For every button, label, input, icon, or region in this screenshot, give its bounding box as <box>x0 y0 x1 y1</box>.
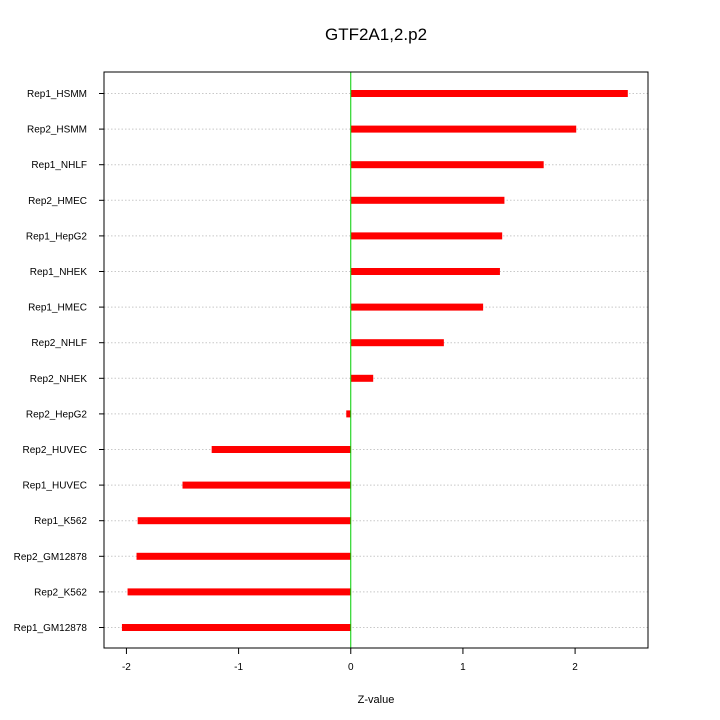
bar-rep2-nhek <box>350 374 374 382</box>
category-label: Rep1_K562 <box>34 516 87 527</box>
category-label: Rep2_HUVEC <box>23 445 87 456</box>
category-label: Rep2_NHEK <box>30 374 88 385</box>
category-label: Rep1_HepG2 <box>26 231 88 242</box>
bar-rep1-gm12878 <box>121 624 351 631</box>
bar-rep2-huvec <box>211 446 351 453</box>
bar-rep2-nhlf <box>350 339 444 347</box>
x-axis: -2 -1 0 1 2 <box>122 648 578 673</box>
category-label: Rep2_NHLF <box>31 338 87 349</box>
category-label: Rep2_HSMM <box>27 125 87 136</box>
category-label: Rep1_GM12878 <box>14 623 88 634</box>
x-axis-title: Z-value <box>358 694 395 706</box>
category-label: Rep1_HMEC <box>28 303 87 314</box>
bar-rep1-nhlf <box>350 161 544 169</box>
bars <box>121 90 628 631</box>
x-tick-label: 1 <box>460 662 466 673</box>
x-tick-label: -2 <box>122 662 131 673</box>
bar-rep1-hepg2 <box>350 232 503 240</box>
bar-rep1-hmec <box>350 303 484 311</box>
bar-rep1-hsmm <box>350 90 628 97</box>
category-label: Rep1_HSMM <box>27 89 87 100</box>
x-tick-label: 2 <box>572 662 578 673</box>
bar-rep1-huvec <box>182 481 351 489</box>
bar-rep2-hepg2 <box>346 410 351 418</box>
bar-rep1-k562 <box>137 517 351 525</box>
bar-rep1-nhek <box>350 268 500 275</box>
category-label: Rep2_HepG2 <box>26 409 88 420</box>
bar-rep2-k562 <box>127 588 351 596</box>
x-tick-label: -1 <box>234 662 243 673</box>
plot-frame <box>103 71 649 649</box>
category-label: Rep1_NHEK <box>30 267 88 278</box>
x-tick-label: 0 <box>348 662 354 673</box>
bar-rep2-hmec <box>350 196 505 204</box>
category-label: Rep2_K562 <box>34 587 87 598</box>
category-label: Rep2_GM12878 <box>14 552 88 563</box>
grid-lines <box>104 93 648 628</box>
chart-title: GTF2A1,2.p2 <box>325 25 427 44</box>
category-label: Rep1_NHLF <box>31 160 87 171</box>
category-labels: Rep1_HSMM Rep2_HSMM Rep1_NHLF Rep2_HMEC Rep1… <box>14 89 104 634</box>
category-label: Rep1_HUVEC <box>23 481 87 492</box>
bar-rep2-gm12878 <box>136 552 351 560</box>
category-label: Rep2_HMEC <box>28 196 87 207</box>
bar-rep2-hsmm <box>350 125 577 133</box>
